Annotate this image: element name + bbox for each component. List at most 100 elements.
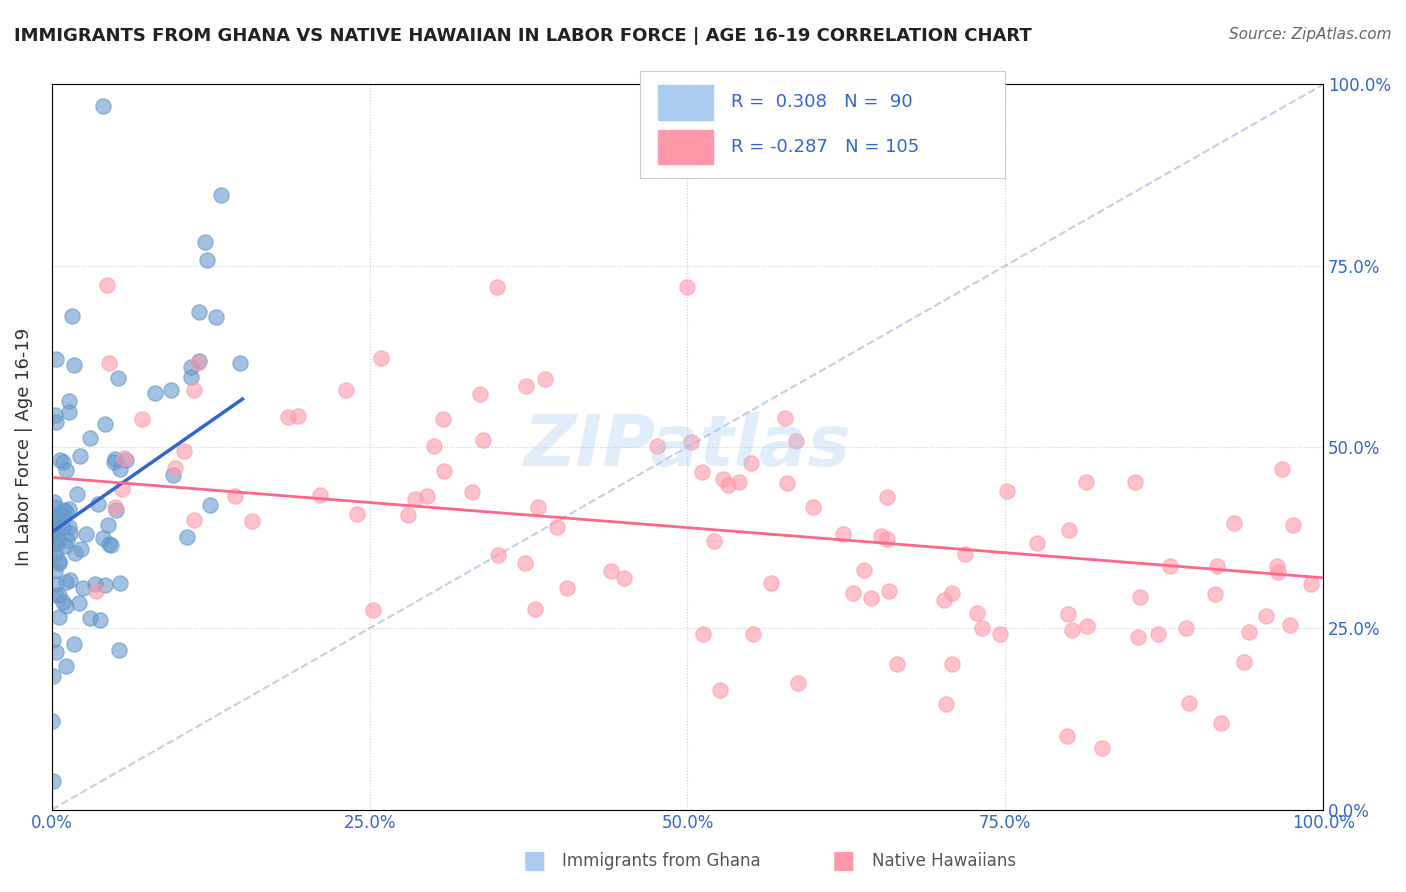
Point — [416, 489, 439, 503]
Point — [1126, 630, 1149, 644]
Point — [1076, 619, 1098, 633]
Point — [886, 657, 908, 671]
Point — [69, 449, 91, 463]
Point — [599, 564, 621, 578]
Point — [48, 554, 70, 568]
Point — [65, 546, 87, 560]
Point — [44, 522, 66, 536]
Point — [852, 563, 875, 577]
Point — [103, 455, 125, 469]
Point — [198, 499, 221, 513]
Point — [995, 484, 1018, 499]
Point — [56, 533, 79, 548]
Point — [941, 657, 963, 671]
Point — [187, 355, 209, 369]
Point — [100, 538, 122, 552]
Point — [970, 621, 993, 635]
Point — [45, 415, 67, 429]
Point — [112, 450, 135, 465]
Point — [1237, 625, 1260, 640]
Point — [692, 627, 714, 641]
Text: ■: ■ — [832, 849, 855, 872]
Point — [42, 494, 65, 508]
Point — [104, 452, 127, 467]
Point — [180, 369, 202, 384]
Point — [55, 463, 77, 477]
Point — [46, 532, 69, 546]
Point — [53, 539, 76, 553]
Point — [111, 483, 134, 497]
Point — [879, 583, 901, 598]
Point — [44, 547, 66, 561]
Point — [534, 372, 557, 386]
Point — [461, 484, 484, 499]
Point — [1159, 559, 1181, 574]
Point — [41, 539, 63, 553]
Point — [86, 497, 108, 511]
Point — [486, 548, 509, 562]
Point — [860, 591, 883, 606]
Point — [49, 453, 72, 467]
Point — [195, 252, 218, 267]
FancyBboxPatch shape — [658, 130, 713, 164]
Point — [717, 478, 740, 492]
Point — [1074, 475, 1097, 489]
Point — [1265, 558, 1288, 573]
Point — [49, 506, 72, 520]
Point — [709, 683, 731, 698]
Point — [52, 503, 75, 517]
Point — [934, 593, 956, 607]
Point — [45, 352, 67, 367]
Point — [1129, 590, 1152, 604]
Point — [42, 510, 65, 524]
Point — [468, 387, 491, 401]
Point — [876, 532, 898, 546]
Point — [108, 462, 131, 476]
Point — [163, 461, 186, 475]
Point — [432, 411, 454, 425]
Point — [1206, 559, 1229, 574]
Point — [941, 585, 963, 599]
Point — [645, 439, 668, 453]
Point — [58, 405, 80, 419]
Point — [224, 489, 246, 503]
Point — [58, 393, 80, 408]
Point — [107, 642, 129, 657]
Point — [55, 574, 77, 589]
Point — [335, 384, 357, 398]
Point — [1123, 475, 1146, 489]
Point — [94, 417, 117, 431]
Point — [555, 581, 578, 595]
Point — [1146, 627, 1168, 641]
Point — [48, 588, 70, 602]
Point — [58, 519, 80, 533]
Point — [67, 596, 90, 610]
Point — [703, 533, 725, 548]
Point — [876, 490, 898, 504]
Point — [115, 452, 138, 467]
Point — [162, 468, 184, 483]
Point — [105, 502, 128, 516]
Point — [44, 500, 66, 514]
Point — [89, 613, 111, 627]
Point — [1271, 462, 1294, 476]
Point — [187, 353, 209, 368]
Point — [1057, 607, 1080, 621]
Point — [229, 356, 252, 370]
Point — [935, 697, 957, 711]
Point — [63, 637, 86, 651]
Point — [527, 500, 550, 515]
Point — [433, 464, 456, 478]
Point — [870, 529, 893, 543]
Point — [361, 602, 384, 616]
Point — [1056, 730, 1078, 744]
Point — [72, 581, 94, 595]
FancyBboxPatch shape — [658, 86, 713, 120]
Point — [1223, 516, 1246, 530]
Point — [423, 439, 446, 453]
Point — [1091, 741, 1114, 756]
Point — [842, 585, 865, 599]
Point — [1267, 565, 1289, 579]
Point — [759, 576, 782, 591]
Text: R = -0.287   N = 105: R = -0.287 N = 105 — [731, 138, 920, 156]
